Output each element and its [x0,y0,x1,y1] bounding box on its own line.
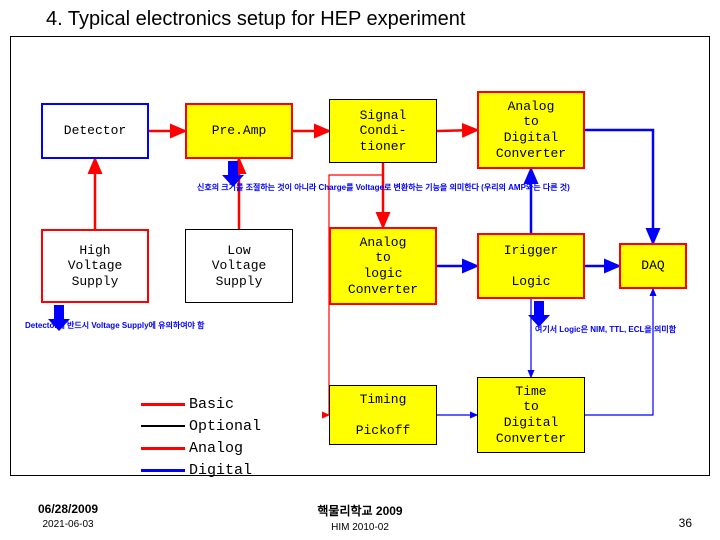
footer-center1: 핵물리학교 2009 [317,504,402,518]
node-daq: DAQ [619,243,687,289]
footer: 06/28/2009 2021-06-03 핵물리학교 2009 HIM 201… [0,502,720,532]
footer-page: 36 [679,516,692,530]
node-preamp: Pre.Amp [185,103,293,159]
node-timing: Timing Pickoff [329,385,437,445]
node-detector: Detector [41,103,149,159]
node-tdc: Time to Digital Converter [477,377,585,453]
node-trig: Irigger Logic [477,233,585,299]
footer-center2: HIM 2010-02 [331,522,389,533]
legend: BasicOptionalAnalogDigital [141,395,261,483]
annotation-preamp: 신호의 크기를 조절하는 것이 아니라 Charge를 Voltage로 변환하… [197,183,570,192]
node-hvs: High Voltage Supply [41,229,149,303]
node-lvs: Low Voltage Supply [185,229,293,303]
page-title: 4. Typical electronics setup for HEP exp… [46,8,465,31]
diagram-frame: Detector Pre.Amp Signal Condi- tioner Analo… [10,36,710,476]
node-sigcond: Signal Condi- tioner [329,99,437,163]
annotation-hvs: Detector에 반드시 Voltage Supply에 유의하여야 함 [25,321,205,330]
node-alc: Analog to logic Converter [329,227,437,305]
node-adc: Analog to Digital Converter [477,91,585,169]
annotation-trig: 여기서 Logic은 NIM, TTL, ECL을 의미함 [535,325,676,334]
footer-center: 핵물리학교 2009 HIM 2010-02 [0,502,720,533]
